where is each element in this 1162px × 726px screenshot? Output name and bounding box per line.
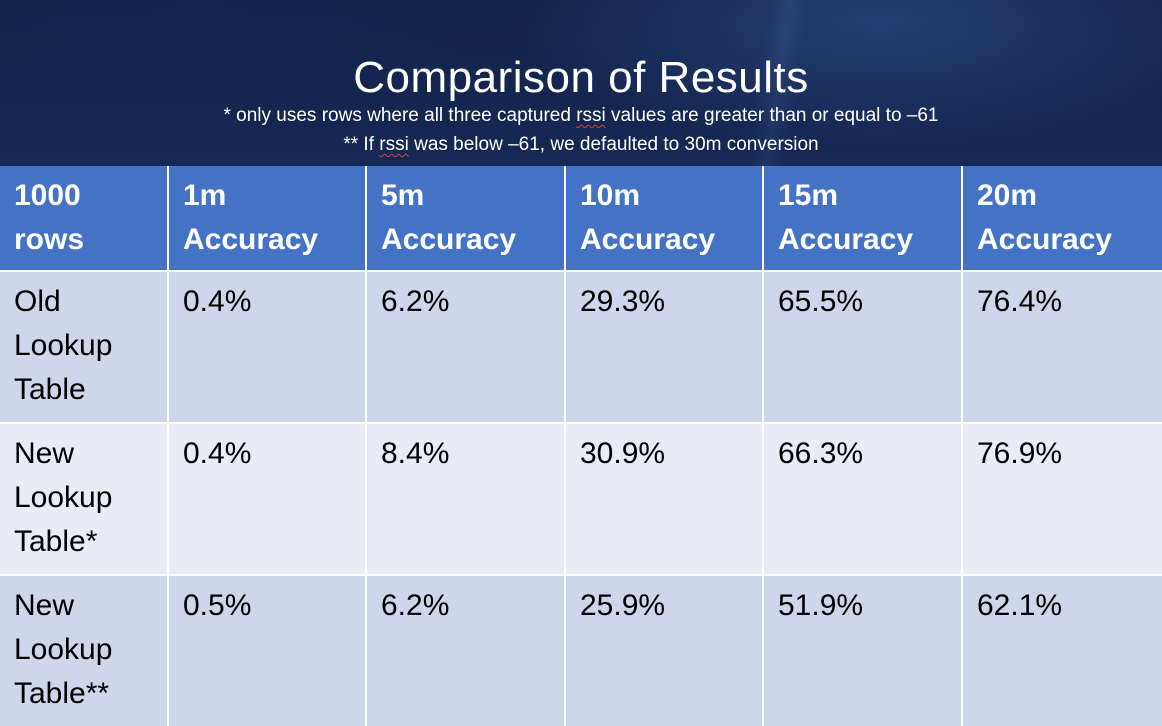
header-text: Accuracy: [183, 223, 319, 256]
header-text: 10m: [580, 179, 641, 212]
header-text: 15m: [778, 179, 839, 212]
value-cell-1m: 0.5%: [167, 574, 367, 726]
footnote-2-term: rssi: [379, 134, 409, 155]
value-cell-1m: 0.4%: [167, 422, 367, 576]
header-cell-rows: 1000 rows: [0, 166, 169, 272]
header-text: Accuracy: [977, 223, 1113, 256]
value-cell-20m: 62.1%: [961, 574, 1162, 726]
value-cell-10m: 25.9%: [564, 574, 764, 726]
header-text: 5m: [381, 179, 425, 212]
value-cell-20m: 76.9%: [961, 422, 1162, 576]
table-row-new-lookup-defaulted: New Lookup Table** 0.5% 6.2% 25.9% 51.9% 6…: [0, 574, 1162, 726]
row-label-text: Lookup: [14, 329, 113, 362]
footnote-2-suffix: was below –61, we defaulted to 30m conve…: [408, 134, 819, 155]
footnote-single-asterisk: * only uses rows where all three capture…: [0, 104, 1162, 128]
header-cell-10m-accuracy: 10m Accuracy: [564, 166, 764, 272]
value-cell-5m: 8.4%: [365, 422, 566, 576]
slide-title: Comparison of Results: [353, 53, 809, 102]
header-cell-15m-accuracy: 15m Accuracy: [762, 166, 963, 272]
header-cell-5m-accuracy: 5m Accuracy: [365, 166, 566, 272]
table-row-old-lookup: Old Lookup Table 0.4% 6.2% 29.3% 65.5% 76.…: [0, 270, 1162, 424]
value-cell-5m: 6.2%: [365, 270, 566, 424]
value-cell-10m: 30.9%: [564, 422, 764, 576]
row-label-text: Old: [14, 285, 61, 318]
row-label-cell: New Lookup Table*: [0, 422, 169, 576]
row-label-text: Table**: [14, 677, 110, 710]
header-text: 20m: [977, 179, 1038, 212]
value-cell-5m: 6.2%: [365, 574, 566, 726]
value-cell-15m: 51.9%: [762, 574, 963, 726]
value-cell-20m: 76.4%: [961, 270, 1162, 424]
header-text: Accuracy: [381, 223, 517, 256]
footnote-2-prefix: ** If: [343, 134, 380, 155]
row-label-text: Lookup: [14, 633, 113, 666]
table-header-row: 1000 rows 1m Accuracy 5m Accuracy 10m Accura…: [0, 166, 1162, 272]
value-cell-10m: 29.3%: [564, 270, 764, 424]
row-label-text: New: [14, 437, 75, 470]
row-label-text: New: [14, 589, 75, 622]
header-text: rows: [14, 223, 85, 256]
footnote-double-asterisk: ** If rssi was below –61, we defaulted t…: [0, 133, 1162, 157]
slide-header: Comparison of Results * only uses rows w…: [0, 0, 1162, 166]
header-cell-1m-accuracy: 1m Accuracy: [167, 166, 367, 272]
row-label-text: Table*: [14, 525, 98, 558]
footnote-1-term: rssi: [576, 105, 606, 126]
table-row-new-lookup-filtered: New Lookup Table* 0.4% 8.4% 30.9% 66.3% 76…: [0, 422, 1162, 576]
header-text: Accuracy: [778, 223, 914, 256]
header-text: 1000: [14, 179, 81, 212]
value-cell-1m: 0.4%: [167, 270, 367, 424]
footnote-1-suffix: values are greater than or equal to –61: [605, 105, 939, 126]
value-cell-15m: 65.5%: [762, 270, 963, 424]
row-label-text: Lookup: [14, 481, 113, 514]
results-table: 1000 rows 1m Accuracy 5m Accuracy 10m Accura…: [0, 166, 1162, 726]
footnote-1-prefix: * only uses rows where all three capture…: [223, 105, 577, 126]
value-cell-15m: 66.3%: [762, 422, 963, 576]
row-label-cell: New Lookup Table**: [0, 574, 169, 726]
row-label-text: Table: [14, 373, 86, 406]
header-text: Accuracy: [580, 223, 716, 256]
row-label-cell: Old Lookup Table: [0, 270, 169, 424]
header-text: 1m: [183, 179, 227, 212]
header-cell-20m-accuracy: 20m Accuracy: [961, 166, 1162, 272]
